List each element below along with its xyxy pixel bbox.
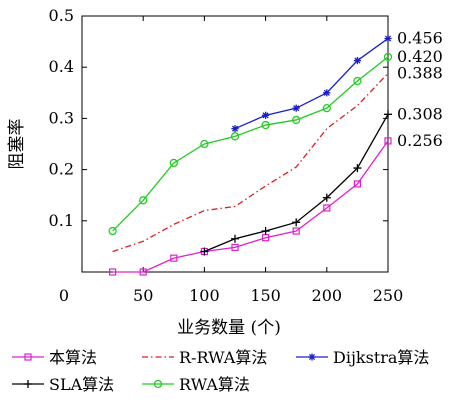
series-line-1 (112, 140, 389, 273)
y-tick-label: 0.5 (49, 6, 74, 25)
data-point (200, 139, 209, 149)
data-point (322, 104, 331, 113)
x-tick-label: 100 (189, 286, 220, 305)
data-point (231, 234, 239, 243)
legend-item: RWA算法 (142, 375, 250, 394)
data-point (322, 193, 331, 202)
series-line-2 (112, 72, 389, 253)
data-point (383, 52, 393, 62)
data-point (323, 89, 331, 97)
data-point (139, 196, 148, 205)
end-value-label: 0.256 (397, 131, 443, 150)
data-point (292, 115, 301, 125)
data-point (261, 227, 270, 236)
data-point (169, 158, 178, 168)
series-line-3 (234, 38, 389, 130)
x-tick-label: 200 (312, 286, 343, 305)
data-point (353, 180, 361, 188)
data-point (384, 110, 392, 119)
end-value-label: 0.420 (397, 47, 443, 66)
y-tick-label: 0.1 (49, 211, 74, 230)
legend-item: R-RWA算法 (142, 348, 267, 367)
data-point (139, 268, 147, 276)
legend-marker (24, 380, 32, 388)
series-line-5 (112, 56, 389, 232)
x-tick-label: 50 (133, 286, 153, 305)
plot-frame (81, 15, 389, 273)
legend-item: 本算法 (12, 348, 97, 367)
legend-item: SLA算法 (12, 375, 114, 394)
y-axis-title: 阻塞率 (7, 119, 27, 170)
data-point (384, 34, 392, 43)
data-point (200, 247, 209, 256)
y-tick-label: 0.4 (49, 57, 74, 76)
y-tick-label: 0.3 (49, 108, 74, 127)
x-tick-label: 250 (373, 286, 404, 305)
data-point (230, 132, 240, 141)
legend-label: R-RWA算法 (179, 348, 267, 367)
legend-marker (24, 353, 32, 361)
legend-label: 本算法 (49, 348, 97, 367)
legend-marker (153, 379, 163, 389)
data-point (292, 218, 301, 227)
legend-marker (308, 353, 316, 361)
data-point (292, 104, 300, 112)
data-point (170, 254, 178, 262)
data-point (353, 56, 361, 65)
data-point (353, 76, 362, 86)
data-point (108, 226, 117, 236)
data-point (108, 268, 117, 276)
x-tick-label: 0 (59, 286, 69, 305)
legend-label: SLA算法 (49, 375, 114, 394)
data-point (261, 120, 270, 130)
x-axis-title: 业务数量 (个) (177, 318, 281, 338)
legend-item: Dijkstra算法 (296, 348, 429, 367)
legend-label: RWA算法 (179, 375, 250, 394)
data-point (231, 243, 239, 252)
data-point (262, 111, 270, 119)
x-tick-label: 150 (250, 286, 281, 305)
end-value-label: 0.308 (397, 104, 443, 123)
data-point (292, 227, 300, 235)
y-tick-label: 0.2 (49, 160, 74, 179)
data-point (384, 137, 392, 145)
end-value-label: 0.456 (397, 29, 443, 48)
data-point (231, 125, 239, 133)
end-value-label: 0.388 (397, 63, 443, 82)
legend-label: Dijkstra算法 (333, 348, 429, 367)
data-point (353, 164, 362, 173)
data-point (323, 204, 331, 212)
